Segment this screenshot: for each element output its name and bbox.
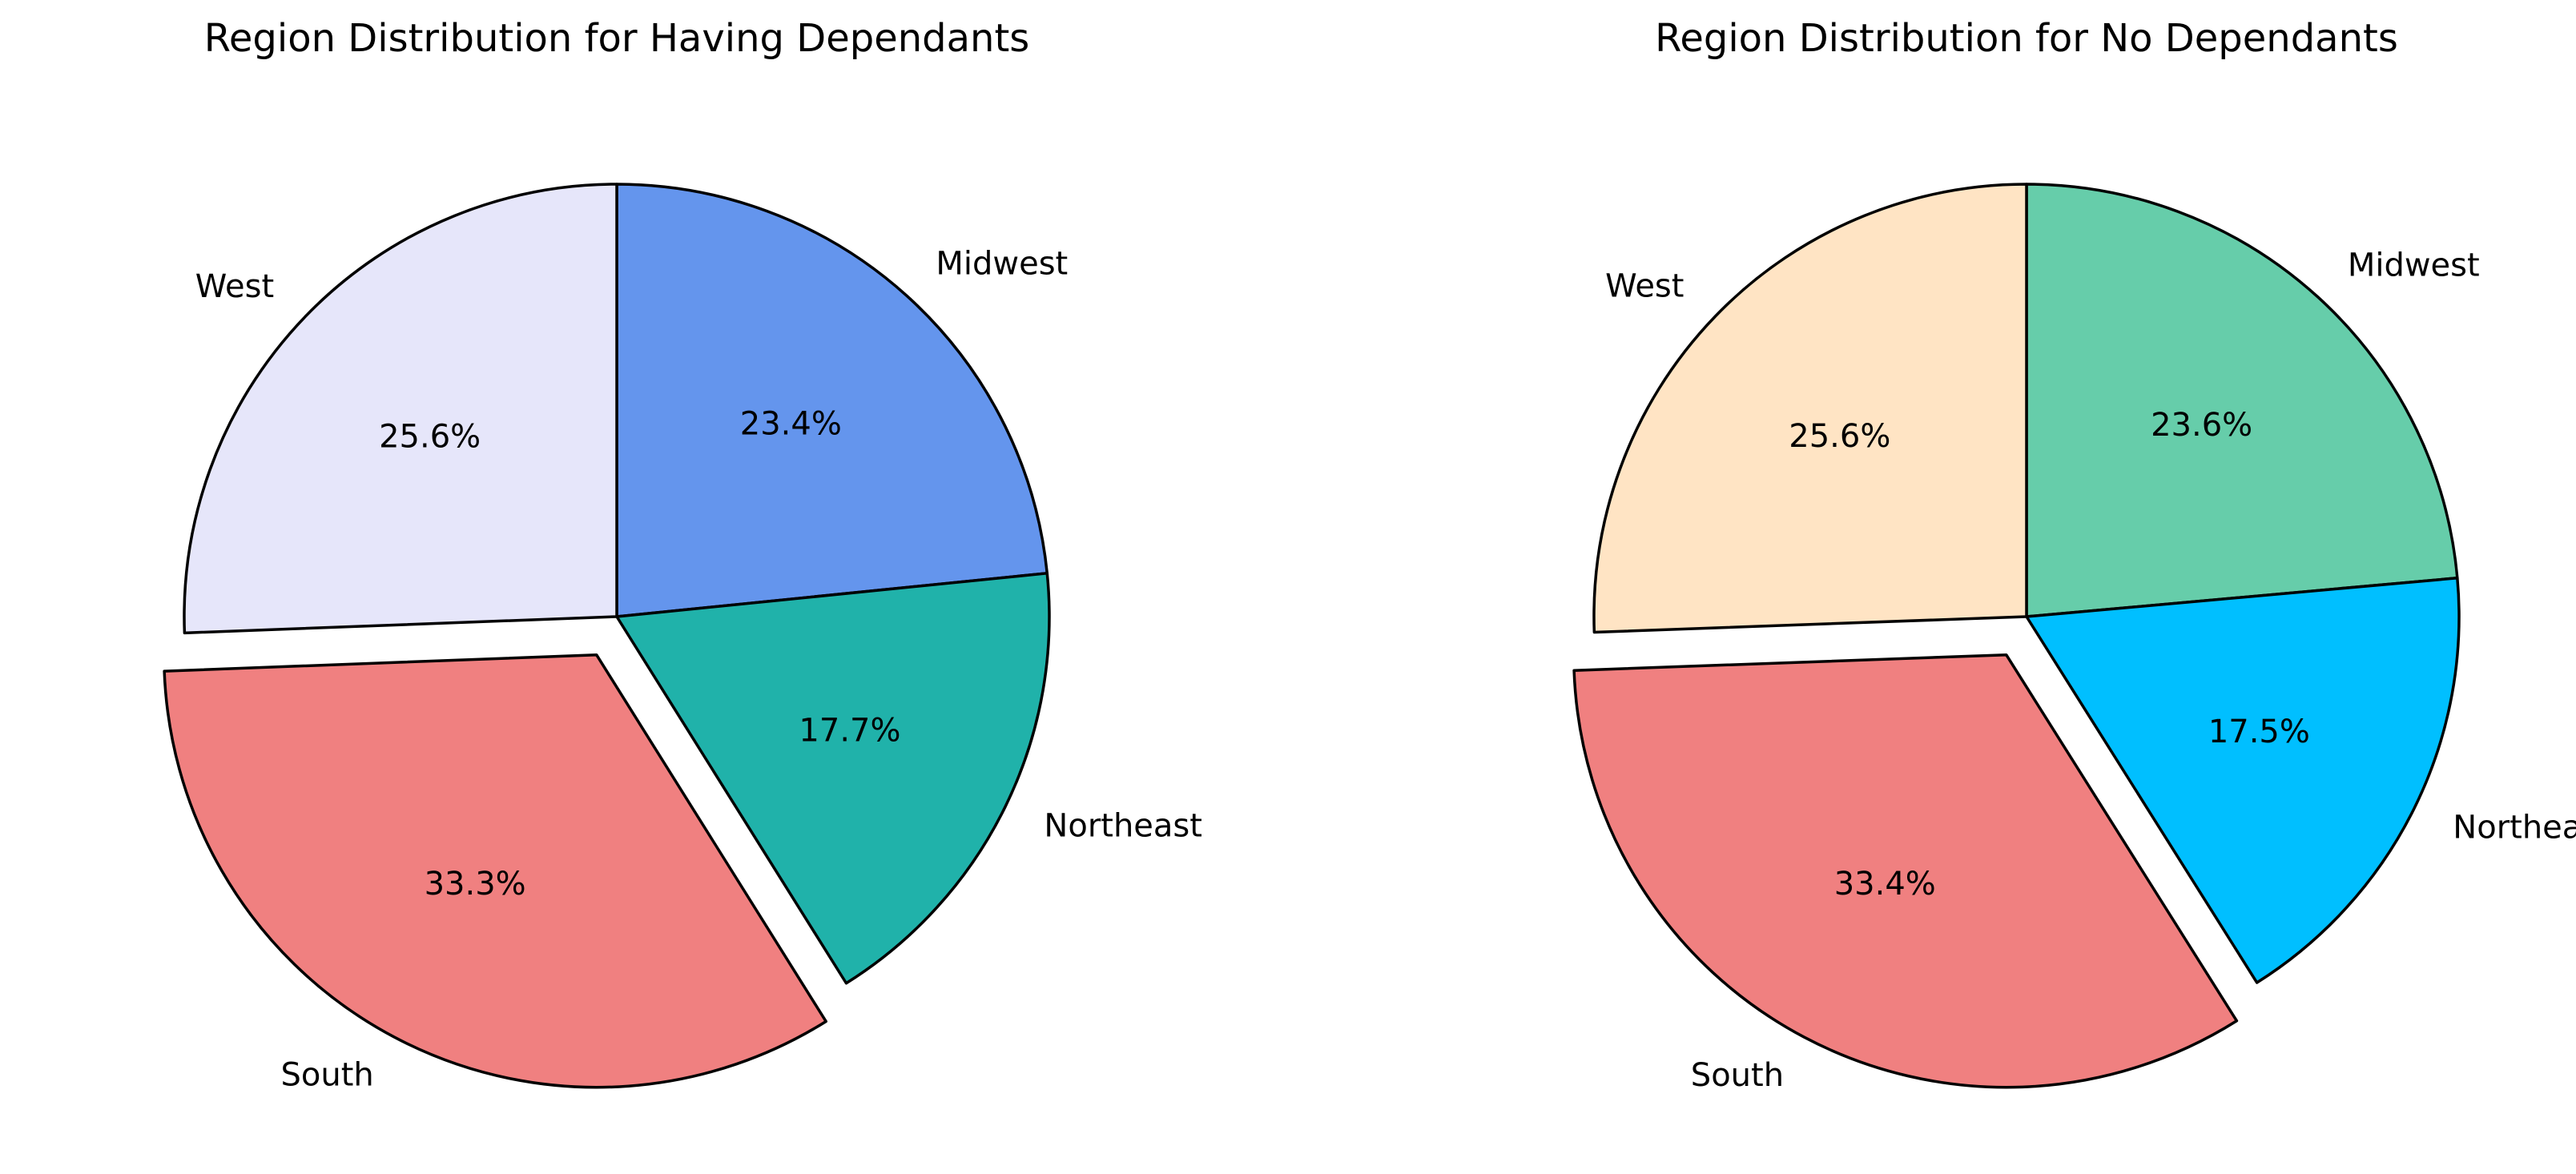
chart-title: Region Distribution for Having Dependant… — [204, 16, 1030, 61]
pie-category-label-northeast: Northeast — [2453, 810, 2576, 846]
pie-category-label-midwest: Midwest — [936, 245, 1068, 282]
pie-slice-west — [183, 183, 618, 635]
pie-category-label-west: West — [1605, 268, 1684, 305]
pie-labels: 23.4% Midwest 17.7% Northeast 33.3% South 25.6… — [195, 245, 1202, 1093]
pie-slice-midwest — [2025, 183, 2459, 618]
pie-slices — [1572, 183, 2461, 1089]
pie-slice-northeast — [615, 572, 1051, 985]
pie-chart-having-dependants: Region Distribution for Having Dependant… — [163, 16, 1202, 1094]
pie-pct-label-northeast: 17.5% — [2208, 714, 2310, 750]
pie-chart-no-dependants: Region Distribution for No Dependants 23… — [1572, 16, 2576, 1094]
chart-title: Region Distribution for No Dependants — [1655, 16, 2398, 61]
pie-slice-northeast — [2025, 577, 2461, 984]
pie-category-label-midwest: Midwest — [2348, 247, 2480, 284]
pie-labels: 23.6% Midwest 17.5% Northeast 33.4% South 25.6… — [1605, 247, 2576, 1094]
pie-category-label-south: South — [1691, 1057, 1784, 1094]
pie-pct-label-south: 33.4% — [1834, 866, 1936, 903]
pie-slice-south — [1572, 653, 2239, 1089]
pie-pct-label-midwest: 23.4% — [740, 406, 842, 443]
pie-category-label-south: South — [281, 1057, 374, 1094]
pie-pct-label-midwest: 23.6% — [2151, 407, 2252, 444]
pie-pct-label-northeast: 17.7% — [799, 713, 900, 750]
pie-slice-south — [163, 653, 827, 1089]
pie-slices — [163, 183, 1051, 1089]
pie-category-label-northeast: Northeast — [1044, 807, 1202, 844]
pie-pct-label-south: 33.3% — [425, 866, 526, 903]
pie-slice-west — [1592, 183, 2028, 634]
pie-pct-label-west: 25.6% — [379, 418, 481, 455]
pie-slice-midwest — [615, 183, 1049, 618]
pie-category-label-west: West — [195, 268, 274, 305]
pie-pct-label-west: 25.6% — [1789, 418, 1890, 455]
